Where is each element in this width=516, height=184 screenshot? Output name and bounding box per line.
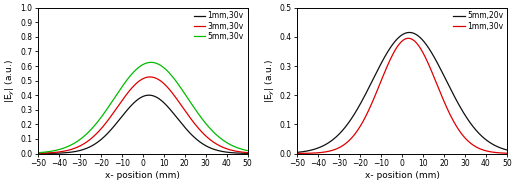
5mm,20v: [459, 110, 465, 112]
5mm,20v: [498, 147, 504, 149]
5mm,20v: [305, 150, 311, 152]
5mm,20v: [498, 147, 504, 149]
3mm,30v: [147, 76, 153, 78]
5mm,20v: [406, 31, 412, 33]
3mm,30v: [238, 151, 245, 153]
1mm,30v: [137, 97, 143, 99]
X-axis label: x- position (mm): x- position (mm): [105, 171, 180, 180]
5mm,30v: [238, 148, 245, 150]
1mm,30v: [245, 152, 251, 154]
1mm,30v: [498, 152, 504, 154]
1mm,30v: [238, 152, 245, 154]
1mm,30v: [131, 101, 137, 104]
Y-axis label: |E$_{y}$| (a.u.): |E$_{y}$| (a.u.): [4, 59, 17, 102]
1mm,30v: [504, 152, 510, 154]
1mm,30v: [45, 152, 52, 155]
5mm,20v: [396, 36, 402, 38]
5mm,30v: [35, 152, 41, 154]
5mm,30v: [148, 61, 154, 63]
5mm,30v: [137, 66, 143, 68]
1mm,30v: [396, 43, 402, 45]
5mm,30v: [200, 119, 206, 121]
Line: 1mm,30v: 1mm,30v: [38, 95, 248, 153]
3mm,30v: [45, 152, 52, 154]
X-axis label: x- position (mm): x- position (mm): [365, 171, 440, 180]
1mm,30v: [35, 152, 41, 155]
5mm,20v: [391, 42, 397, 44]
5mm,20v: [504, 149, 510, 151]
3mm,30v: [245, 152, 251, 154]
Legend: 5mm,20v, 1mm,30v: 5mm,20v, 1mm,30v: [452, 10, 505, 32]
1mm,30v: [200, 143, 206, 145]
1mm,30v: [498, 152, 504, 154]
3mm,30v: [238, 151, 245, 153]
5mm,30v: [245, 150, 251, 152]
3mm,30v: [200, 132, 206, 134]
1mm,30v: [459, 134, 465, 136]
Y-axis label: |E$_{y}$| (a.u.): |E$_{y}$| (a.u.): [264, 59, 277, 102]
1mm,30v: [405, 37, 411, 39]
3mm,30v: [131, 84, 137, 86]
1mm,30v: [294, 152, 300, 155]
5mm,20v: [294, 151, 300, 153]
1mm,30v: [238, 152, 245, 154]
Line: 5mm,30v: 5mm,30v: [38, 62, 248, 153]
3mm,30v: [137, 79, 143, 82]
5mm,30v: [45, 151, 52, 153]
Line: 1mm,30v: 1mm,30v: [297, 38, 507, 153]
1mm,30v: [391, 52, 397, 54]
1mm,30v: [305, 152, 311, 154]
1mm,30v: [146, 94, 152, 96]
Line: 3mm,30v: 3mm,30v: [38, 77, 248, 153]
5mm,30v: [131, 70, 137, 72]
Line: 5mm,20v: 5mm,20v: [297, 32, 507, 152]
3mm,30v: [35, 152, 41, 154]
Legend: 1mm,30v, 3mm,30v, 5mm,30v: 1mm,30v, 3mm,30v, 5mm,30v: [192, 10, 245, 42]
5mm,30v: [238, 148, 245, 150]
